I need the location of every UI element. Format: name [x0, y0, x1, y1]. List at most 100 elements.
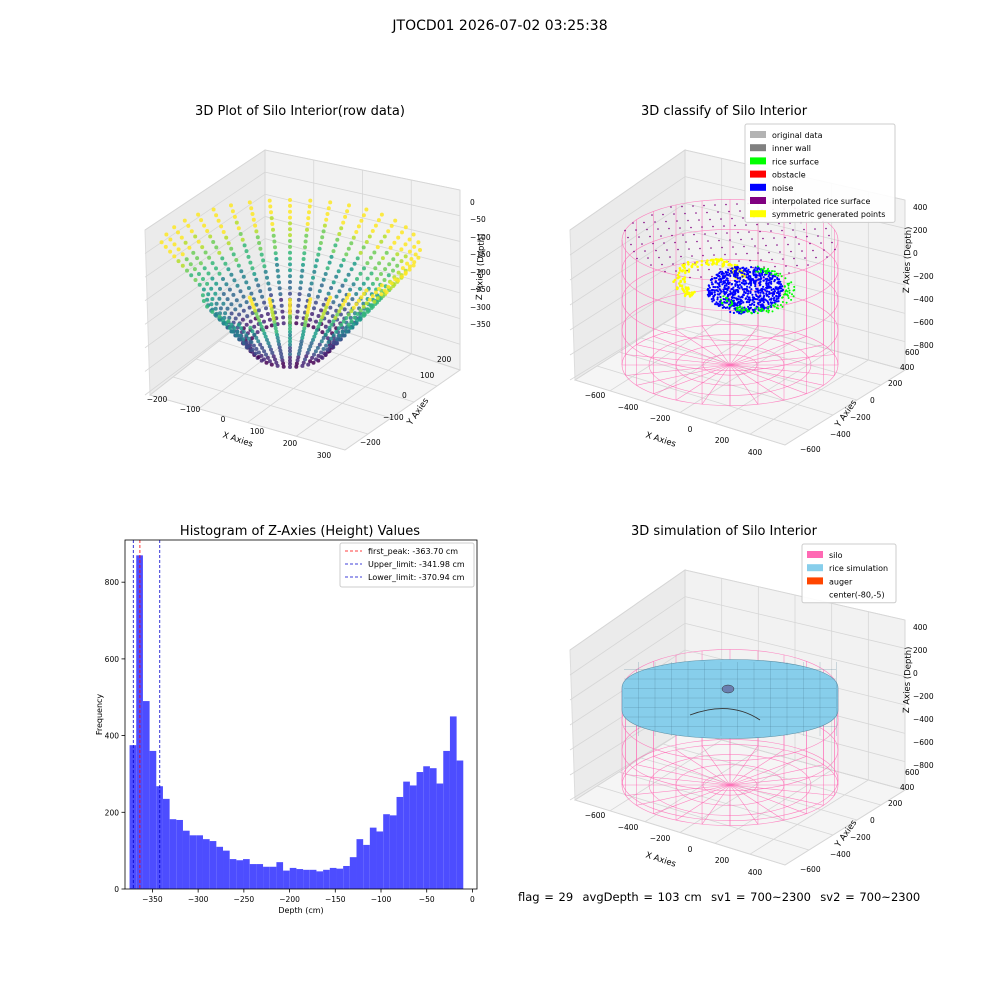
p4-z-tick-label: 400	[913, 623, 928, 632]
p2-interp-point	[823, 249, 825, 251]
p2-rice-point	[784, 277, 787, 280]
p2-interp-point	[782, 258, 784, 260]
p1-data-point	[343, 214, 348, 219]
p2-noise-point	[726, 279, 729, 282]
p2-noise-point	[779, 285, 782, 288]
p1-z-tick-label: −50	[470, 215, 486, 224]
p1-data-point	[311, 360, 316, 365]
p2-noise-point	[733, 270, 736, 273]
p2-noise-point	[768, 276, 771, 279]
p1-data-point	[273, 326, 278, 331]
status-footer: flag = 29 avgDepth = 103 cm sv1 = 700~23…	[518, 890, 920, 904]
p1-data-point	[229, 311, 234, 316]
p1-data-point	[257, 318, 262, 323]
p2-interp-point	[720, 218, 722, 220]
p2-symmetric-point	[700, 263, 704, 267]
p2-interp-point	[702, 254, 704, 257]
p1-data-point	[288, 317, 292, 322]
p2-symmetric-point	[677, 282, 681, 285]
histogram-bar	[236, 860, 244, 889]
p2-y-tick-label: −400	[830, 430, 851, 439]
p2-interp-point	[711, 275, 713, 278]
p1-data-point	[322, 223, 327, 228]
p1-data-point	[226, 241, 231, 246]
p1-data-point	[395, 252, 400, 257]
p1-data-point	[262, 357, 266, 362]
p2-noise-point	[777, 290, 780, 293]
p2-rice-point	[762, 309, 765, 312]
p2-rice-point	[763, 270, 766, 273]
p2-noise-point	[732, 302, 735, 305]
p2-noise-point	[720, 290, 723, 293]
p1-data-point	[269, 307, 274, 311]
p1-grid-line	[264, 193, 461, 242]
p1-data-point	[358, 271, 363, 276]
p2-interp-point	[812, 249, 814, 252]
p2-noise-point	[781, 285, 784, 288]
p2-noise-point	[754, 281, 757, 284]
p1-data-point	[197, 282, 202, 287]
p2-interp-point	[638, 236, 640, 238]
p2-interp-point	[643, 221, 645, 224]
p1-data-point	[373, 223, 378, 228]
p2-noise-point	[731, 288, 734, 291]
p1-data-point	[191, 250, 196, 255]
p2-noise-point	[769, 301, 772, 304]
p2-rice-point	[773, 305, 776, 308]
p1-data-point	[326, 206, 331, 211]
p1-data-point	[323, 324, 328, 329]
p1-data-point	[407, 264, 412, 269]
p2-noise-point	[719, 292, 722, 295]
p2-interp-point	[725, 203, 727, 206]
p2-rice-point	[728, 304, 731, 307]
p2-silo-floor-ring	[675, 344, 785, 386]
p2-symmetric-point	[711, 261, 715, 265]
p1-data-point	[388, 245, 393, 250]
p1-data-point	[159, 240, 164, 245]
p2-rice-point	[774, 303, 777, 306]
p1-data-point	[226, 267, 231, 272]
p2-interp-point	[831, 241, 833, 244]
p1-data-point	[334, 329, 339, 334]
legend-label: Lower_limit: -370.94 cm	[368, 573, 465, 582]
x-tick-label: −250	[234, 895, 255, 904]
p2-interp-point	[803, 228, 805, 231]
p4-grid-line	[569, 569, 686, 651]
p1-data-point	[379, 292, 384, 297]
p2-noise-point	[739, 277, 742, 280]
p1-data-point	[266, 341, 271, 346]
p1-data-point	[288, 339, 292, 344]
p1-data-point	[326, 298, 331, 303]
p2-interp-point	[715, 232, 717, 235]
p2-interp-point	[673, 213, 675, 215]
p2-noise-point	[767, 302, 770, 306]
p1-data-point	[224, 322, 229, 327]
p1-data-point	[251, 343, 256, 348]
p2-symmetric-point	[696, 265, 699, 269]
p1-data-point	[234, 258, 239, 262]
p1-data-point	[389, 223, 394, 228]
p1-data-point	[324, 343, 329, 348]
p1-data-point	[301, 329, 306, 334]
p2-interp-point	[669, 256, 671, 258]
p1-data-point	[231, 329, 236, 334]
p1-grid-line	[144, 216, 266, 302]
p2-noise-point	[758, 278, 761, 281]
p1-data-point	[250, 311, 255, 315]
p2-interp-point	[627, 236, 629, 239]
p1-data-point	[307, 303, 311, 308]
histogram-axes: −350 −300 −250 −200 −150 −100 −50 0 0 200 400 600 80…	[95, 578, 475, 915]
p1-data-point	[241, 308, 246, 313]
p4-y-tick-label: 600	[905, 768, 920, 777]
p1-data-point	[344, 252, 349, 257]
p2-noise-point	[763, 307, 766, 310]
page-title: JTOCD01 2026-07-02 03:25:38	[392, 18, 608, 34]
p4-grid-line	[569, 596, 686, 676]
p1-data-point	[303, 357, 307, 362]
p1-data-point	[328, 200, 333, 205]
p1-x-tick-label: −100	[180, 405, 201, 414]
p2-x-tick-label: −600	[585, 391, 606, 400]
p1-data-point	[227, 315, 232, 320]
histogram-bar	[229, 859, 237, 889]
p2-interp-point	[804, 257, 806, 259]
